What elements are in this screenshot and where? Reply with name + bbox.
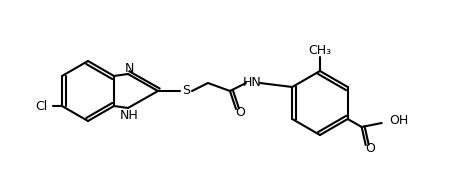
Text: CH₃: CH₃ [308,43,332,57]
Text: O: O [235,107,245,119]
Text: S: S [182,85,190,97]
Text: O: O [365,142,375,156]
Text: N: N [124,62,134,74]
Text: HN: HN [243,76,261,90]
Text: OH: OH [390,114,409,128]
Text: Cl: Cl [35,100,47,113]
Text: NH: NH [119,108,139,122]
